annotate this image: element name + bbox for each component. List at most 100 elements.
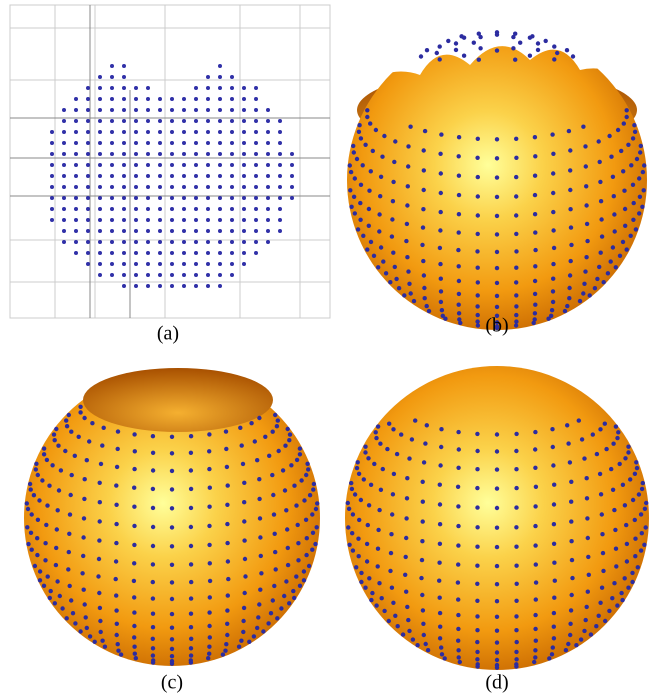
point — [582, 456, 586, 460]
point — [266, 141, 270, 145]
point — [597, 139, 601, 143]
point — [170, 597, 174, 601]
point — [625, 115, 629, 119]
point — [626, 143, 630, 147]
point — [302, 569, 306, 573]
point — [420, 243, 424, 247]
point — [266, 119, 270, 123]
point — [151, 658, 155, 662]
point — [427, 309, 431, 313]
point — [206, 273, 210, 277]
point — [634, 227, 638, 231]
point — [602, 280, 606, 284]
point — [571, 54, 575, 58]
point — [158, 284, 162, 288]
point — [475, 156, 479, 160]
point — [456, 648, 460, 652]
point — [456, 639, 460, 643]
point — [439, 289, 443, 293]
point — [457, 279, 461, 283]
point — [633, 518, 637, 522]
point — [514, 194, 518, 198]
point — [439, 300, 443, 304]
point — [366, 523, 370, 527]
point — [633, 537, 637, 541]
point — [189, 451, 193, 455]
point — [98, 141, 102, 145]
point — [495, 449, 499, 453]
point — [377, 229, 381, 233]
point — [582, 629, 586, 633]
point — [29, 487, 33, 491]
point — [189, 506, 193, 510]
point — [151, 612, 155, 616]
point — [612, 194, 616, 198]
panel-d — [345, 366, 649, 670]
point — [312, 482, 316, 486]
point — [387, 422, 391, 426]
point — [74, 218, 78, 222]
point — [476, 313, 480, 317]
point — [100, 639, 104, 643]
point — [311, 487, 315, 491]
point — [302, 498, 306, 502]
point — [62, 240, 66, 244]
point — [146, 251, 150, 255]
point — [189, 637, 193, 641]
point — [170, 163, 174, 167]
point — [567, 296, 571, 300]
point — [403, 573, 407, 577]
point — [151, 544, 155, 548]
point — [351, 548, 355, 552]
point — [38, 569, 42, 573]
point — [86, 240, 90, 244]
point — [638, 195, 642, 199]
point — [82, 416, 86, 420]
point — [495, 214, 499, 218]
point — [421, 207, 425, 211]
point — [208, 579, 212, 583]
point — [134, 152, 138, 156]
point — [286, 563, 290, 567]
point — [457, 154, 461, 158]
point — [625, 247, 629, 251]
point — [242, 262, 246, 266]
point — [71, 611, 75, 615]
point — [146, 262, 150, 266]
point — [391, 492, 395, 496]
point — [306, 467, 310, 471]
point — [242, 174, 246, 178]
point — [438, 246, 442, 250]
point — [81, 535, 85, 539]
point — [182, 207, 186, 211]
point — [226, 559, 230, 563]
point — [110, 130, 114, 134]
point — [376, 564, 380, 568]
point — [206, 97, 210, 101]
point — [254, 218, 258, 222]
point — [376, 265, 380, 269]
point — [438, 611, 442, 615]
point — [29, 531, 33, 535]
point — [56, 444, 60, 448]
point — [62, 141, 66, 145]
point — [514, 137, 518, 141]
point — [88, 634, 92, 638]
point — [110, 64, 114, 68]
point — [189, 487, 193, 491]
point — [170, 647, 174, 651]
point — [476, 175, 480, 179]
point — [598, 160, 602, 164]
point — [495, 486, 499, 490]
point — [533, 248, 537, 252]
point — [86, 262, 90, 266]
point — [254, 141, 258, 145]
point — [276, 418, 280, 422]
point — [85, 626, 89, 630]
point — [206, 163, 210, 167]
point — [637, 176, 641, 180]
point — [238, 426, 242, 430]
point — [242, 97, 246, 101]
point — [146, 108, 150, 112]
point — [353, 176, 357, 180]
